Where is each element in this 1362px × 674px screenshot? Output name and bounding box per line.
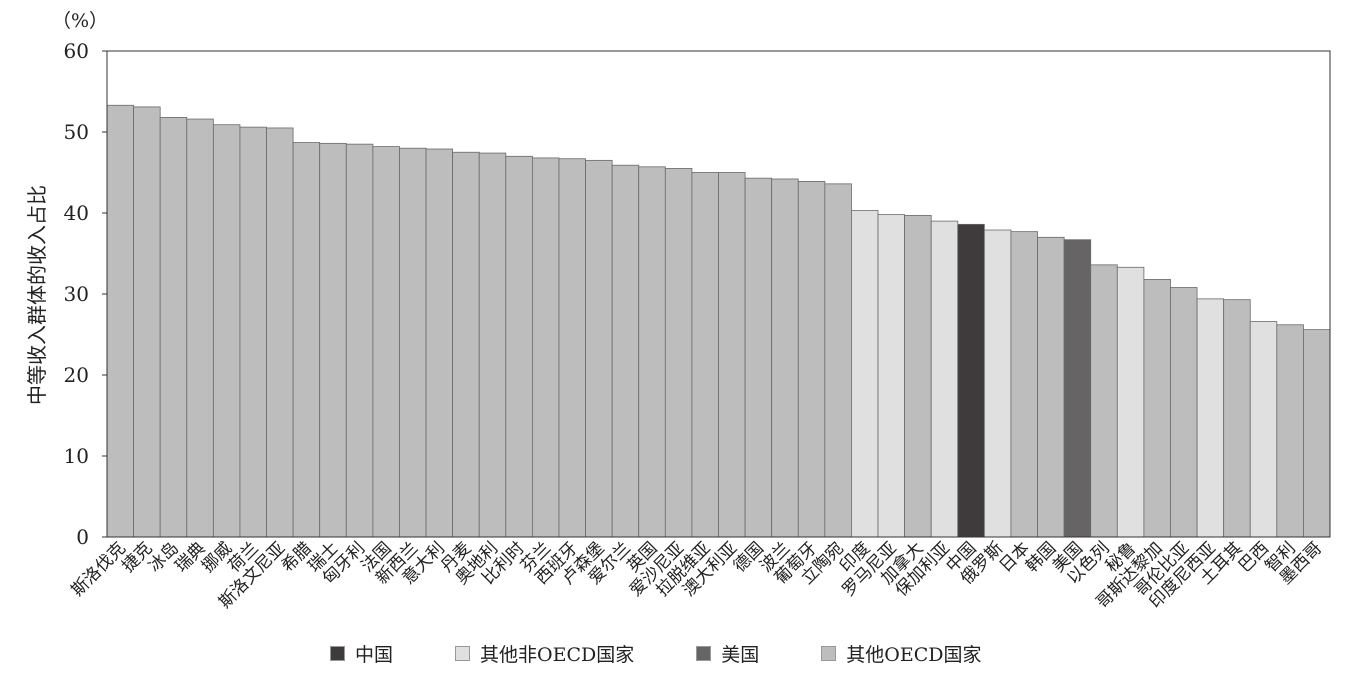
bar [744,177,773,538]
bar [505,155,533,538]
bar [452,151,480,538]
bar [558,158,586,538]
bar [186,118,214,538]
bar [851,210,879,538]
bar [239,126,267,538]
bar [930,220,959,538]
legend-item-china: 中国 [330,640,393,667]
bar [1223,299,1251,538]
bar [478,152,507,538]
legend-swatch-oecd [821,646,837,661]
bar [824,183,852,538]
legend-label-nonoecd: 其他非OECD国家 [480,644,635,666]
y-axis-title: 中等收入群体的收入占比 [25,185,49,405]
y-tick-label: 20 [64,363,89,387]
x-axis-labels: 斯洛伐克捷克冰岛瑞典挪威荷兰斯洛文尼亚希腊瑞士匈牙利法国新西兰意大利丹麦奥地利比… [68,538,1327,613]
bar [106,104,134,538]
bar [1143,279,1171,538]
bar [1063,239,1092,538]
bar [292,142,321,538]
bar [425,148,454,538]
bar [1010,231,1038,538]
bar [585,159,613,538]
bar [957,223,985,538]
bar [718,172,746,538]
legend-item-oecd: 其他OECD国家 [821,640,981,667]
bar [399,147,427,538]
legend-swatch-nonoecd [455,646,471,661]
bar [1249,321,1278,538]
bar [797,181,826,538]
bar [664,168,693,538]
bar [1116,266,1145,538]
bars [106,104,1331,538]
legend: 中国 其他非OECD国家 美国 其他OECD国家 [330,640,1043,667]
legend-item-usa: 美国 [696,640,759,667]
bar [1090,264,1118,538]
legend-swatch-usa [696,646,712,661]
bar [531,157,560,538]
bar [771,178,799,538]
bar [1170,287,1198,538]
bar [133,106,161,538]
y-tick-label: 30 [64,282,89,306]
bar [877,214,906,538]
plot-frame [106,50,1331,538]
bar [904,215,932,538]
legend-label-china: 中国 [355,644,394,666]
legend-label-usa: 美国 [721,644,760,666]
bar [1303,329,1331,538]
bar [1196,298,1225,538]
y-tick-label: 50 [64,120,89,144]
bar [691,172,719,538]
bar [266,127,294,538]
bar [983,229,1012,538]
bar [1037,236,1065,538]
y-tick-label: 60 [64,39,89,63]
bar [159,117,188,538]
y-axis-ticks: 0 10 20 30 40 50 60 [64,39,107,549]
bar [319,142,347,538]
legend-label-oecd: 其他OECD国家 [846,644,982,666]
y-unit-label: （%） [52,10,108,32]
legend-swatch-china [330,646,345,661]
bar [638,166,666,538]
bar [345,143,374,538]
bar [1276,324,1304,538]
bar [372,146,400,538]
y-tick-label: 40 [64,201,89,225]
bar [611,164,640,538]
y-tick-label: 10 [64,444,89,468]
y-tick-label: 0 [76,525,89,549]
bar [212,124,241,538]
legend-item-nonoecd: 其他非OECD国家 [455,640,634,667]
